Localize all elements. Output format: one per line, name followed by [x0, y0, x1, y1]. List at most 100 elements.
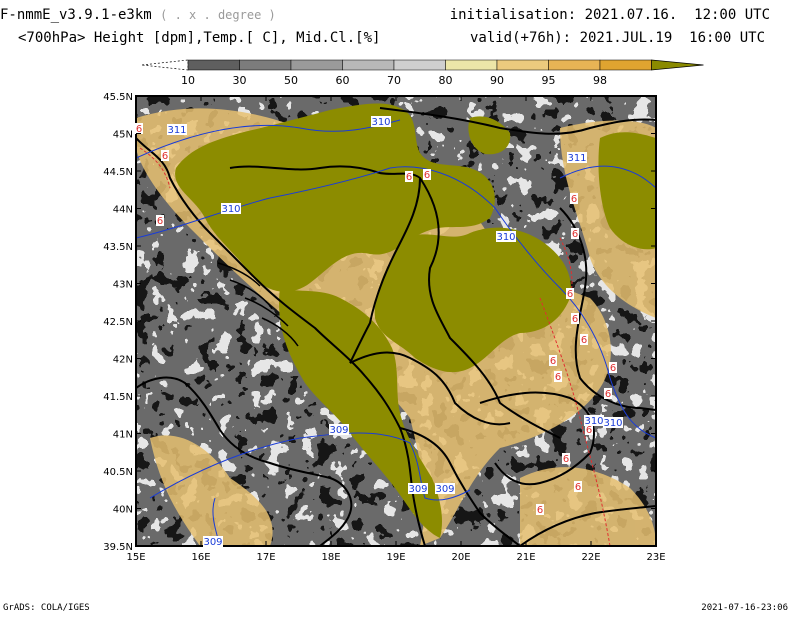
- italy-heel: [136, 376, 353, 546]
- hungary-border: [379, 107, 656, 135]
- height-contour-label: 310: [603, 418, 622, 429]
- height-label-bg: [496, 231, 516, 242]
- temp-label-bg: [580, 334, 588, 345]
- colorbar-tick-label: 70: [387, 74, 401, 87]
- latitude-axis: 45.5N 45N 44.5N 44N 43.5N 43N 42.5N 42N 41.5N 41N…: [103, 92, 656, 553]
- temp-contour-label: 6: [550, 356, 556, 367]
- temp-label-bg: [574, 481, 582, 492]
- temp-contour-label: 6: [572, 314, 578, 325]
- colorbar-tick-label: 90: [490, 74, 504, 87]
- height-label-bg: [329, 424, 349, 435]
- colorbar-ticks: 10 30 50 60 70 80 90 95 98: [181, 74, 607, 87]
- temp-contour-label: 6: [572, 229, 578, 240]
- temp-contour-label: 6: [406, 172, 412, 183]
- temp-contour-label: 6: [567, 289, 573, 300]
- temp-label-bg: [161, 150, 169, 161]
- colorbar-tick-label: 50: [284, 74, 298, 87]
- variables-title: <700hPa> Height [dpm],Temp.[ C], Mid.Cl.…: [18, 30, 381, 46]
- temp-label-bg: [405, 171, 413, 182]
- temp-label-bg: [571, 228, 579, 239]
- lon-label: 21E: [516, 552, 535, 563]
- height-contour-label: 309: [408, 484, 427, 495]
- lon-label: 15E: [126, 552, 145, 563]
- lon-label: 23E: [646, 552, 665, 563]
- temp-label-bg: [609, 362, 617, 373]
- cloud-98pct: [175, 103, 656, 538]
- temp-contour-label: 6: [563, 454, 569, 465]
- colorbar: 10 30 50 60 70 80 90 95 98: [141, 59, 704, 87]
- colorbar-under-arrow: [141, 59, 189, 71]
- height-label-bg: [567, 152, 587, 163]
- adriatic-coast-east: [136, 137, 426, 546]
- lat-label: 42N: [113, 355, 133, 366]
- temp-contour-label: 6: [162, 151, 168, 162]
- borders: [136, 107, 656, 546]
- height-label-bg: [584, 415, 604, 426]
- lat-label: 41.5N: [103, 392, 133, 403]
- temp-label-bg: [562, 453, 570, 464]
- lon-label: 17E: [256, 552, 275, 563]
- valid-value: 2021.JUL.19 16:00 UTC: [579, 30, 765, 46]
- lon-label: 19E: [386, 552, 405, 563]
- temp-contour-label: 6: [575, 482, 581, 493]
- lat-label: 45N: [113, 130, 133, 141]
- temp-label-bg: [135, 123, 143, 134]
- lon-label: 18E: [321, 552, 340, 563]
- temp-label-bg: [536, 504, 544, 515]
- temp-label-bg: [570, 193, 578, 204]
- temp-contour-label: 6: [424, 170, 430, 181]
- lat-label: 43.5N: [103, 242, 133, 253]
- temp-contour-label: 6: [157, 216, 163, 227]
- height-contour-label: 310: [496, 232, 515, 243]
- footer-timestamp: 2021-07-16-23:06: [701, 603, 788, 613]
- colorbar-tick-label: 80: [439, 74, 453, 87]
- temp-label-bg: [571, 313, 579, 324]
- height-contour-label: 311: [567, 153, 586, 164]
- lat-label: 39.5N: [103, 542, 133, 553]
- temp-label-bg: [566, 288, 574, 299]
- temp-contour-label: 6: [571, 194, 577, 205]
- temp-label-bg: [423, 169, 431, 180]
- lon-label: 16E: [191, 552, 210, 563]
- lat-label: 45.5N: [103, 92, 133, 103]
- height-label-bg: [167, 124, 187, 135]
- lat-label: 43N: [113, 280, 133, 291]
- height-label-bg: [371, 116, 391, 127]
- temp-label-bg: [549, 355, 557, 366]
- height-label-bg: [603, 417, 623, 428]
- serbia-border: [419, 177, 561, 439]
- temp-label-bg: [554, 371, 562, 382]
- temp-label-bg: [604, 388, 612, 399]
- lat-label: 40.5N: [103, 467, 133, 478]
- temp-contour-label: 6: [136, 124, 142, 135]
- height-contour-label: 309: [329, 425, 348, 436]
- temp-contour-label: 6: [581, 335, 587, 346]
- colorbar-segments: [141, 59, 704, 71]
- height-contour-label: 310: [584, 416, 603, 427]
- lat-label: 44N: [113, 205, 133, 216]
- temp-label-bg: [156, 215, 164, 226]
- height-contour-label: 309: [203, 537, 222, 548]
- lat-label: 40N: [113, 505, 133, 516]
- montenegro-kosovo-border: [349, 351, 511, 426]
- lat-label: 44.5N: [103, 167, 133, 178]
- init-time: initialisation: 2021.07.16. 12:00 UTC: [450, 7, 770, 23]
- height-contour-label: 310: [371, 117, 390, 128]
- temp-contour-label: 6: [537, 505, 543, 516]
- temp-label-bg: [585, 424, 593, 435]
- valid-time: valid(+76h): 2021.JUL.19 16:00 UTC: [470, 30, 765, 46]
- temp-contour-label: 6: [610, 363, 616, 374]
- lon-label: 22E: [581, 552, 600, 563]
- footer-credit: GrADS: COLA/IGES: [3, 603, 90, 613]
- model-name: F-nmmE_v3.9.1-e3km: [0, 7, 152, 23]
- height-contour-label: 309: [435, 484, 454, 495]
- colorbar-tick-label: 30: [233, 74, 247, 87]
- height-label-bg: [435, 483, 455, 494]
- height-contour-label: 311: [167, 125, 186, 136]
- valid-label: valid(+76h):: [469, 30, 572, 46]
- colorbar-tick-label: 60: [336, 74, 350, 87]
- lat-label: 41N: [113, 430, 133, 441]
- height-label-bg: [221, 203, 241, 214]
- height-contour-label: 310: [221, 204, 240, 215]
